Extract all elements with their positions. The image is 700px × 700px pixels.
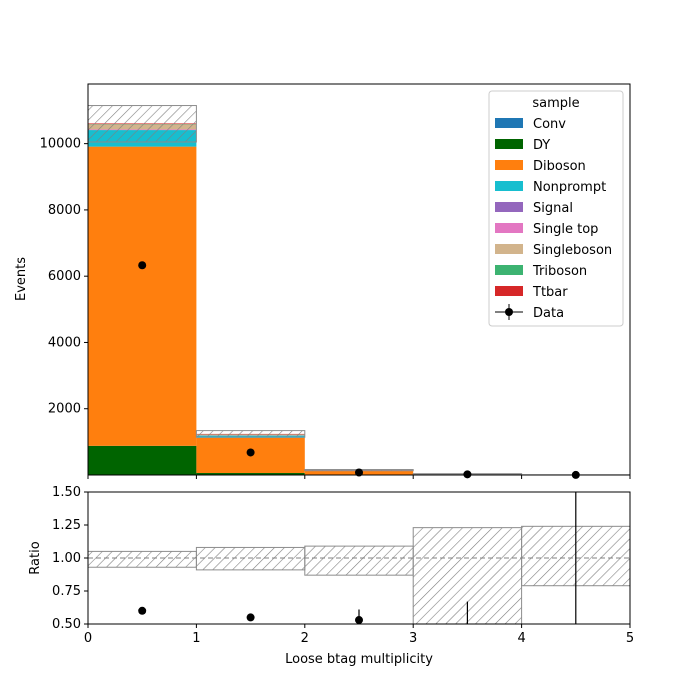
ratio-y-tick-label: 0.50	[52, 617, 81, 632]
y-tick-label: 2000	[48, 402, 81, 417]
main-axes-frame	[87, 83, 631, 476]
y-tick-label: 6000	[48, 269, 81, 284]
data-point	[138, 261, 147, 270]
ratio-point	[246, 613, 255, 622]
legend-swatch	[495, 181, 523, 191]
legend-label: Data	[533, 306, 564, 321]
ratio-uncertainty-band	[88, 525, 630, 624]
legend-swatch	[495, 118, 523, 128]
legend-swatch	[495, 139, 523, 149]
y-tick-label: 10000	[40, 137, 81, 152]
ratio-band-bin	[304, 545, 414, 576]
y-tick-label: 8000	[48, 203, 81, 218]
legend-swatch	[495, 244, 523, 254]
ratio-point	[138, 606, 147, 615]
legend-label: Diboson	[533, 159, 586, 174]
legend-label: Conv	[533, 117, 566, 132]
ratio-plot-panel: 0.50 0.75 1.00 1.25 1.50 0 1 2 3 4 5 Ratio Loose …	[28, 485, 634, 667]
ratio-point	[355, 616, 363, 624]
legend-data-marker	[505, 308, 513, 316]
data-point	[463, 470, 472, 479]
ratio-point	[463, 637, 471, 645]
uncertainty-band-bin	[88, 105, 197, 143]
data-point	[246, 448, 255, 457]
x-tick-label: 3	[409, 631, 417, 646]
legend-label: Triboson	[532, 264, 587, 279]
uncertainty-band-bin	[195, 430, 306, 438]
legend-title: sample	[532, 96, 579, 111]
x-axis-label: Loose btag multiplicity	[285, 652, 433, 667]
x-tick-label: 0	[84, 631, 92, 646]
x-tick-label: 5	[626, 631, 634, 646]
legend-label: Singleboson	[533, 243, 612, 258]
main-x-axis	[87, 475, 631, 479]
legend-swatch	[495, 202, 523, 212]
legend-label: Nonprompt	[533, 180, 606, 195]
legend: sample Conv DY Diboson Nonprompt Signal Singl…	[488, 90, 624, 327]
legend-swatch	[495, 265, 523, 275]
ratio-band-bin	[195, 546, 306, 571]
legend-swatch	[495, 286, 523, 296]
main-y-axis-label: Events	[14, 257, 29, 301]
x-tick-label: 4	[517, 631, 525, 646]
ratio-band-bin	[88, 550, 197, 568]
ratio-x-axis: 0 1 2 3 4 5	[84, 624, 634, 646]
ratio-y-tick-label: 1.25	[52, 518, 81, 533]
ratio-y-tick-label: 1.00	[52, 551, 81, 566]
bar-dy	[88, 445, 197, 475]
ratio-y-axis-label: Ratio	[28, 541, 43, 574]
ratio-y-tick-label: 0.75	[52, 584, 81, 599]
legend-label: Signal	[533, 201, 573, 216]
bar-diboson	[88, 146, 197, 446]
legend-label: Single top	[533, 222, 598, 237]
x-tick-label: 1	[192, 631, 200, 646]
legend-label: Ttbar	[532, 285, 568, 300]
legend-label: DY	[533, 138, 550, 153]
main-plot-panel: 2000 4000 6000 8000 10000 Events sample Conv…	[14, 83, 631, 479]
ratio-points	[138, 492, 580, 648]
y-tick-label: 4000	[48, 335, 81, 350]
legend-swatch	[495, 223, 523, 233]
main-y-axis: 2000 4000 6000 8000 10000	[40, 137, 88, 417]
bar-dy	[196, 473, 305, 475]
ratio-point	[572, 640, 580, 648]
legend-swatch	[495, 160, 523, 170]
x-tick-label: 2	[301, 631, 309, 646]
ratio-y-axis: 0.50 0.75 1.00 1.25 1.50	[52, 485, 88, 632]
ratio-y-tick-label: 1.50	[52, 485, 81, 500]
